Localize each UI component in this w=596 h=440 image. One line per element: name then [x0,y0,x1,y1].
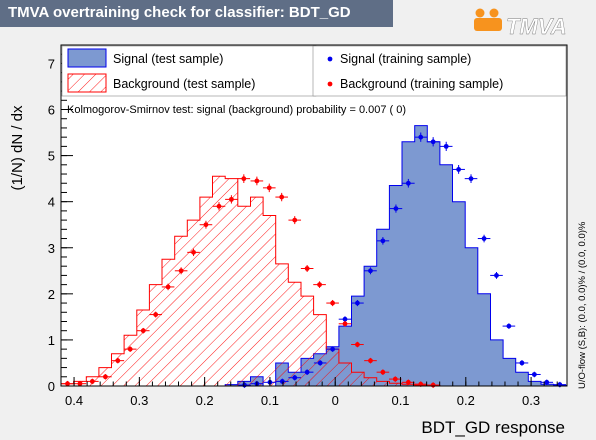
signal-training-point [402,178,415,188]
background-training-point [414,381,428,387]
legend-marker-background-training [327,81,333,87]
y-tick-label: 2 [48,287,55,302]
background-training-point [237,174,251,183]
signal-training-point [364,267,377,275]
x-tick-label: 0 [332,393,339,408]
background-training-point [313,281,326,288]
background-training-point [212,202,226,211]
background-training-point [275,192,288,202]
logo-text: TMVA [506,14,567,39]
signal-training-point [528,371,541,378]
legend: Signal (test sample) Background (test sa… [61,45,567,97]
background-training-point [161,283,175,291]
background-training-point [288,216,302,225]
background-training-point [99,374,112,380]
background-training-point [136,327,150,334]
background-training-point [388,376,402,382]
background-training-point [123,346,137,352]
signal-training-point [426,137,440,147]
x-tick-label: 0.3 [522,393,540,408]
signal-training-point [326,346,339,352]
legend-label-signal-training: Signal (training sample) [340,52,471,66]
side-info-text: U/O-flow (S,B): (0.0, 0.0)% / (0.0, 0.0)… [577,221,588,389]
signal-training-point [414,132,428,142]
background-training-point [351,341,364,348]
x-tick-label: 0.2 [457,393,475,408]
background-training-point [73,380,87,387]
y-tick-label: 4 [48,195,55,210]
background-training-point [262,183,276,193]
background-training-point [402,379,415,386]
signal-training-point [389,204,403,213]
signal-training-points [238,132,567,388]
background-training-point [376,369,390,375]
signal-training-point [477,234,491,243]
legend-marker-signal-training [327,56,333,62]
y-tick-label: 5 [48,149,55,164]
logo-dot-1 [475,8,485,18]
signal-training-point [276,378,289,385]
signal-training-point [452,165,465,174]
y-tick-label: 3 [48,241,55,256]
legend-swatch-signal-test [67,48,107,68]
background-training-point [300,264,314,272]
signal-training-point [540,379,554,386]
x-tick-label: 0.1 [391,393,409,408]
background-training-point [338,320,352,327]
x-axis: 0.4 0.3 0.2 0.1 0 0.1 0.2 0.3 [65,377,558,408]
legend-swatch-background-test [67,73,107,93]
background-training-point [199,220,213,229]
x-tick-label: 0.4 [65,393,83,408]
tmva-logo: TMVA [474,8,567,39]
background-training-point [149,311,162,318]
signal-test-area [61,125,567,386]
legend-label-background-test: Background (test sample) [113,77,255,91]
y-tick-label: 7 [48,56,55,71]
legend-label-background-training: Background (training sample) [340,77,503,91]
background-training-point [86,378,99,385]
y-tick-label: 6 [48,103,55,118]
x-axis-label: BDT_GD response [421,418,565,437]
logo-block [474,18,502,31]
signal-training-point [351,299,364,307]
logo-mark [474,8,502,31]
background-training-point [250,176,264,186]
x-tick-label: 0.3 [130,393,148,408]
signal-training-point [288,374,302,381]
title-bar: TMVA overtraining check for classifier: … [0,0,393,27]
signal-training-point [490,271,503,279]
signal-training-point [376,237,390,245]
background-training-point [187,248,200,257]
ks-test-text: Kolmogorov-Smirnov test: signal (backgro… [67,104,406,116]
signal-training-point [313,360,327,366]
background-training-points [61,174,440,388]
legend-label-signal-test: Signal (test sample) [113,52,223,66]
background-training-point [225,195,238,204]
y-tick-label: 1 [48,333,55,348]
x-tick-label: 0.2 [196,393,214,408]
plot-frame [60,44,568,387]
signal-training-point [439,141,453,151]
x-tick-label: 0.1 [261,393,279,408]
signal-training-point [515,360,529,366]
background-training-point [326,299,339,307]
logo-dot-2 [489,8,499,18]
background-training-point [364,357,377,364]
legend-box-right [312,45,567,97]
signal-training-point [464,174,478,183]
signal-training-point [502,323,516,329]
y-axis-label: (1/N) dN / dx [9,105,26,191]
background-training-point [111,357,125,364]
chart-title: TMVA overtraining check for classifier: … [8,4,351,21]
signal-training-point [300,369,314,375]
y-tick-label: 0 [48,379,55,394]
background-training-point [174,267,188,275]
